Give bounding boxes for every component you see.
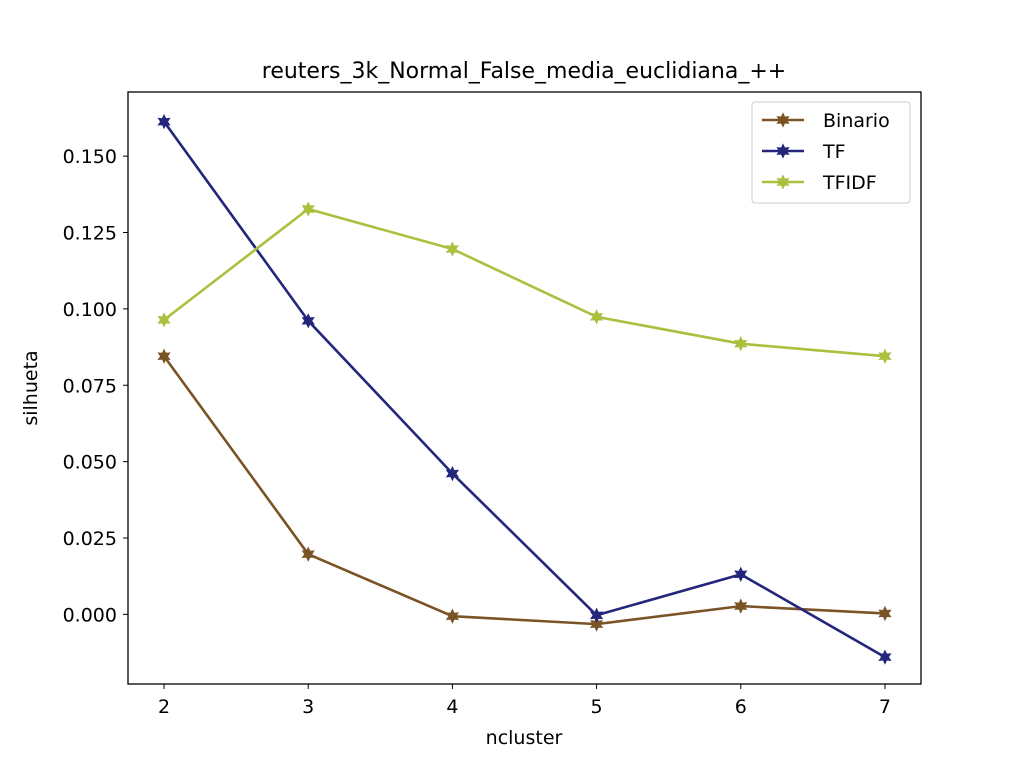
y-tick-label: 0.125 [63,223,117,245]
series-line-tf [162,120,886,659]
legend-marker [776,112,790,128]
series-line-binario [162,355,886,626]
data-point [301,546,315,562]
data-point [157,113,171,130]
legend-label-binario: Binario [823,110,890,132]
legend-label-tf: TF [822,141,846,163]
y-tick-label: 0.025 [63,528,117,550]
data-point [589,616,604,632]
data-point [878,605,892,622]
data-point [301,313,315,329]
legend-marker [776,174,790,190]
plot-area: 2 3 4 5 6 7 0.000 0.025 0.050 0.075 0.100 0.125 0.15… [63,91,922,718]
data-point [589,607,604,623]
data-point [734,566,748,583]
chart-title: reuters_3k_Normal_False_media_euclidiana… [262,59,786,84]
data-point [734,336,748,352]
data-point [157,348,171,364]
x-tick-label: 3 [302,696,314,718]
x-tick-label: 2 [158,696,170,718]
y-tick-label: 0.050 [63,452,117,474]
data-point [734,598,748,614]
y-tick-label: 0.075 [63,375,117,397]
x-tick-label: 5 [591,696,603,718]
x-tick-label: 4 [446,696,458,718]
data-point [589,309,604,325]
y-tick-label: 0.100 [63,299,117,321]
legend-label-tfidf: TFIDF [822,172,877,194]
data-point [445,465,460,482]
data-point [878,649,892,665]
y-tick-label: 0.000 [63,604,117,626]
legend-box [751,101,911,204]
y-axis-label: silhueta [20,350,42,425]
y-tick-label: 0.150 [63,146,117,168]
series-line-tfidf [163,207,886,358]
data-point [445,608,460,624]
data-point [157,312,171,328]
x-tick-label: 6 [735,696,747,718]
data-point [301,201,315,217]
data-point [445,241,460,257]
x-axis-label: ncluster [486,727,563,749]
x-tick-label: 7 [879,696,891,718]
axes-frame [127,91,922,685]
legend-marker [776,143,790,159]
data-point [878,348,892,364]
